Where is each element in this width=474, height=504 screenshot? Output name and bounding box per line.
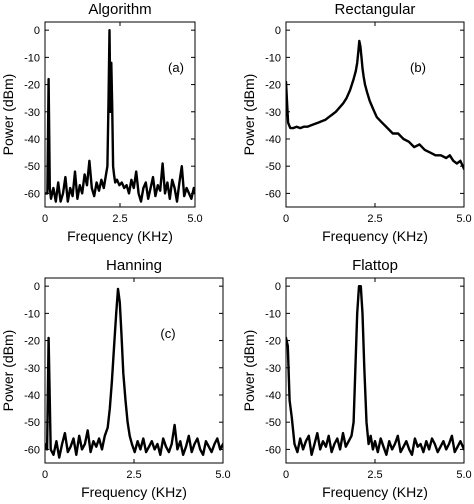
panel-label: (a)	[168, 60, 184, 75]
x-tick-label: 5.0	[215, 469, 230, 481]
y-tick-label: -30	[24, 363, 40, 375]
x-axis-label: Frequency (KHz)	[322, 484, 428, 500]
spectrum-line-1	[286, 39, 464, 171]
x-tick-label: 2.5	[367, 213, 382, 225]
x-tick-label: 2.5	[126, 469, 141, 481]
panel-label: (b)	[410, 60, 426, 75]
x-tick-label: 5.0	[187, 213, 202, 225]
y-tick-label: -50	[24, 161, 40, 173]
chart-title: Rectangular	[335, 1, 416, 18]
y-tick-label: 0	[275, 25, 281, 37]
x-tick-label: 0	[42, 213, 48, 225]
spectrum-line-1	[286, 285, 464, 456]
y-tick-label: -50	[265, 417, 281, 429]
x-axis-label: Frequency (KHz)	[67, 228, 173, 244]
y-tick-label: -10	[24, 308, 40, 320]
x-tick-label: 0	[283, 469, 289, 481]
y-tick-label: -10	[265, 308, 281, 320]
y-tick-label: -20	[265, 80, 281, 92]
y-tick-label: -60	[265, 444, 281, 456]
y-tick-label: -30	[24, 107, 40, 119]
y-tick-label: -20	[265, 336, 281, 348]
y-tick-label: 0	[34, 25, 40, 37]
y-axis-label: Power (dBm)	[241, 330, 257, 412]
spectrum-line-1	[45, 29, 195, 203]
x-tick-label: 5.0	[456, 213, 471, 225]
chart-title: Algorithm	[88, 1, 151, 18]
y-tick-label: -10	[265, 52, 281, 64]
y-tick-label: -50	[24, 417, 40, 429]
y-tick-label: -40	[24, 390, 40, 402]
x-axis-label: Frequency (KHz)	[81, 484, 187, 500]
y-tick-label: 0	[275, 281, 281, 293]
x-tick-label: 2.5	[367, 469, 382, 481]
y-axis-label: Power (dBm)	[0, 74, 16, 156]
y-tick-label: -60	[265, 188, 281, 200]
spectrum-line-1	[45, 287, 223, 459]
chart-title: Flattop	[352, 257, 398, 274]
plot-frame	[44, 277, 224, 464]
y-tick-label: -50	[265, 161, 281, 173]
y-tick-label: -20	[24, 336, 40, 348]
y-tick-label: -40	[24, 134, 40, 146]
x-tick-label: 0	[283, 213, 289, 225]
y-tick-label: -40	[265, 390, 281, 402]
y-axis-label: Power (dBm)	[0, 330, 16, 412]
chart-panel-2: Rectangular 0 -10 -20 -30 -40 -50 -60 0 2.5 5.0 Fre…	[241, 1, 472, 244]
chart-panel-1: Algorithm 0 -10 -20 -30 -40 -50 -60 0 2.5 5.0 Frequ…	[0, 1, 203, 244]
y-axis-label: Power (dBm)	[241, 74, 257, 156]
y-tick-label: 0	[34, 281, 40, 293]
chart-panel-3: Hanning 0 -10 -20 -30 -40 -50 -60 0 2.5 5.0 Frequen…	[0, 257, 231, 500]
x-axis-label: Frequency (KHz)	[322, 228, 428, 244]
x-tick-label: 0	[42, 469, 48, 481]
y-tick-label: -60	[24, 188, 40, 200]
y-tick-label: -30	[265, 363, 281, 375]
plot-frame	[285, 277, 465, 464]
x-tick-label: 2.5	[112, 213, 127, 225]
y-tick-label: -10	[24, 52, 40, 64]
chart-title: Hanning	[106, 257, 162, 274]
y-tick-label: -30	[265, 107, 281, 119]
y-tick-label: -40	[265, 134, 281, 146]
x-tick-label: 5.0	[456, 469, 471, 481]
chart-panel-4: Flattop 0 -10 -20 -30 -40 -50 -60 0 2.5 5.0 Frequen…	[241, 257, 472, 500]
y-tick-label: -60	[24, 444, 40, 456]
panel-label: (c)	[160, 326, 175, 341]
y-tick-label: -20	[24, 80, 40, 92]
